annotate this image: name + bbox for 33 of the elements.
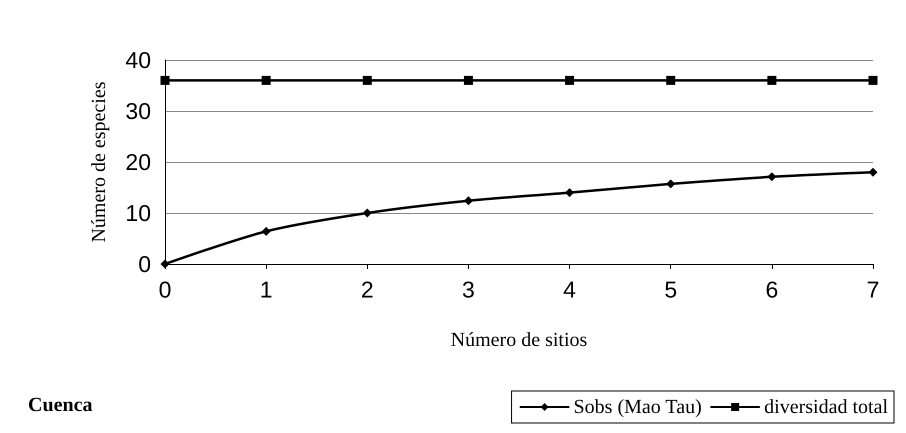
point [362,76,372,85]
x-tick-label: 3 [462,276,475,302]
y-tick-label: 10 [125,200,151,226]
point [868,76,878,85]
x-tick-label: 7 [866,276,880,302]
x-tick-label: 4 [563,276,576,302]
point [767,172,776,182]
x-tick-label: 1 [260,276,273,302]
y-tick-label: 20 [125,149,151,175]
point [767,76,776,85]
x-axis-title: Número de sitios [450,329,588,351]
point [362,208,372,218]
x-tick-label: 2 [360,276,374,302]
point [666,76,676,85]
y-tick-label: 0 [138,251,151,277]
y-tick-label: 30 [125,98,151,124]
point [565,188,574,198]
x-tick-label: 0 [158,276,172,302]
y-tick-label: 40 [125,47,151,73]
point [565,76,574,85]
point [160,76,170,85]
legend-label: Sobs (Mao Tau) [574,396,702,418]
point [464,196,473,206]
point [262,226,271,236]
point [464,76,473,85]
x-tick-label: 6 [765,276,778,302]
y-axis-title: Número de especies [88,81,110,243]
point [262,76,271,85]
legend-label: diversidad total [764,396,888,418]
point [868,168,878,177]
text: Cuenca [28,394,92,416]
point [666,179,676,188]
x-tick-label: 5 [664,276,678,302]
